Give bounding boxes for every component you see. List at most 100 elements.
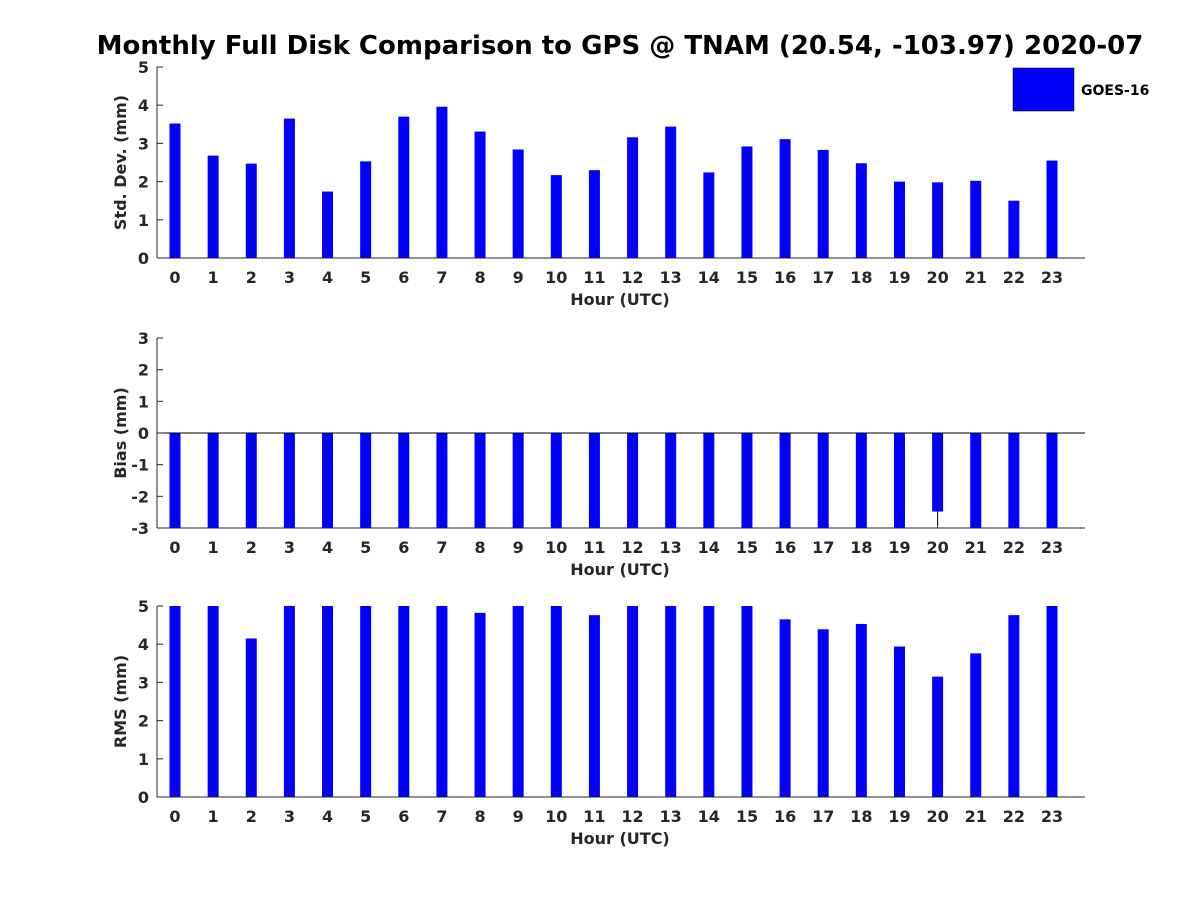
bar-hour-12 (627, 137, 639, 258)
y-axis-label: Bias (mm) (111, 387, 130, 479)
bar-hour-5 (360, 606, 372, 797)
x-tick-label: 10 (545, 807, 567, 826)
x-tick-label: 1 (208, 538, 219, 557)
bar-hour-22 (1008, 615, 1020, 797)
y-tick-label: -2 (131, 487, 149, 506)
bar-hour-14 (703, 433, 715, 528)
x-tick-label: 12 (621, 538, 643, 557)
bar-hour-18 (855, 433, 867, 528)
x-tick-label: 23 (1041, 268, 1063, 287)
x-tick-label: 14 (698, 268, 720, 287)
chart-title: Monthly Full Disk Comparison to GPS @ TN… (97, 31, 1144, 61)
bar-hour-22 (1008, 433, 1020, 528)
y-tick-label: 3 (138, 673, 149, 692)
bar-hour-1 (207, 433, 219, 528)
bar-hour-4 (322, 191, 334, 258)
bar-hour-12 (627, 606, 639, 797)
x-tick-label: 0 (169, 807, 180, 826)
y-axis-label: Std. Dev. (mm) (111, 95, 130, 230)
bar-hour-16 (779, 619, 791, 797)
bar-hour-1 (207, 606, 219, 797)
x-tick-label: 5 (360, 538, 371, 557)
x-tick-label: 23 (1041, 538, 1063, 557)
bar-hour-21 (970, 180, 982, 258)
bar-hour-20 (932, 433, 944, 512)
y-tick-label: -3 (131, 519, 149, 538)
bar-hour-20 (932, 676, 944, 797)
bar-hour-11 (588, 615, 600, 797)
bar-hour-13 (665, 433, 677, 528)
x-tick-label: 2 (246, 538, 257, 557)
bar-hour-11 (588, 170, 600, 258)
y-tick-label: 0 (138, 788, 149, 807)
x-tick-label: 19 (888, 268, 910, 287)
x-tick-label: 17 (812, 807, 834, 826)
y-tick-label: 1 (138, 211, 149, 230)
x-tick-label: 11 (583, 538, 605, 557)
x-tick-label: 16 (774, 268, 796, 287)
x-tick-label: 15 (736, 538, 758, 557)
x-tick-label: 7 (436, 268, 447, 287)
x-tick-label: 19 (888, 807, 910, 826)
bar-hour-23 (1046, 160, 1058, 258)
x-tick-label: 22 (1003, 807, 1025, 826)
x-tick-label: 5 (360, 268, 371, 287)
x-tick-label: 20 (926, 807, 948, 826)
bar-hour-7 (436, 433, 448, 528)
bar-hour-0 (169, 606, 181, 797)
x-tick-label: 8 (474, 807, 485, 826)
x-tick-label: 17 (812, 538, 834, 557)
y-tick-label: 2 (138, 361, 149, 380)
x-tick-label: 3 (284, 807, 295, 826)
x-tick-label: 15 (736, 807, 758, 826)
x-tick-label: 3 (284, 538, 295, 557)
y-tick-label: 3 (138, 134, 149, 153)
bar-hour-23 (1046, 433, 1058, 528)
y-tick-label: 2 (138, 173, 149, 192)
bar-hour-23 (1046, 606, 1058, 797)
bar-hour-20 (932, 182, 944, 258)
x-tick-label: 7 (436, 538, 447, 557)
bar-hour-16 (779, 139, 791, 258)
legend-swatch-goes16 (1012, 67, 1075, 112)
bar-hour-12 (627, 433, 639, 528)
y-tick-label: 5 (138, 597, 149, 616)
bar-hour-18 (855, 163, 867, 258)
x-tick-label: 12 (621, 268, 643, 287)
x-tick-label: 5 (360, 807, 371, 826)
bar-hour-6 (398, 116, 410, 258)
bar-hour-22 (1008, 200, 1020, 258)
bar-hour-2 (245, 163, 257, 258)
bar-hour-19 (893, 433, 905, 528)
bar-hour-5 (360, 161, 372, 258)
y-tick-label: 2 (138, 712, 149, 731)
bar-hour-0 (169, 123, 181, 258)
x-tick-label: 11 (583, 807, 605, 826)
bar-hour-18 (855, 623, 867, 797)
x-tick-label: 14 (698, 538, 720, 557)
y-tick-label: 1 (138, 750, 149, 769)
legend: GOES-16 (1012, 67, 1149, 112)
y-tick-label: -1 (131, 456, 149, 475)
x-tick-label: 4 (322, 268, 333, 287)
y-tick-label: 4 (138, 635, 149, 654)
x-tick-label: 20 (926, 538, 948, 557)
x-tick-label: 2 (246, 268, 257, 287)
x-tick-label: 12 (621, 807, 643, 826)
x-tick-label: 1 (208, 268, 219, 287)
y-tick-label: 0 (138, 424, 149, 443)
x-tick-label: 4 (322, 807, 333, 826)
x-tick-label: 16 (774, 538, 796, 557)
x-tick-label: 15 (736, 268, 758, 287)
bar-hour-15 (741, 606, 753, 797)
x-tick-label: 18 (850, 807, 872, 826)
bar-hour-7 (436, 106, 448, 258)
x-tick-label: 11 (583, 268, 605, 287)
x-tick-label: 10 (545, 268, 567, 287)
legend-label-goes16: GOES-16 (1081, 83, 1149, 99)
x-tick-label: 8 (474, 538, 485, 557)
bar-hour-4 (322, 606, 334, 797)
x-tick-label: 9 (513, 268, 524, 287)
